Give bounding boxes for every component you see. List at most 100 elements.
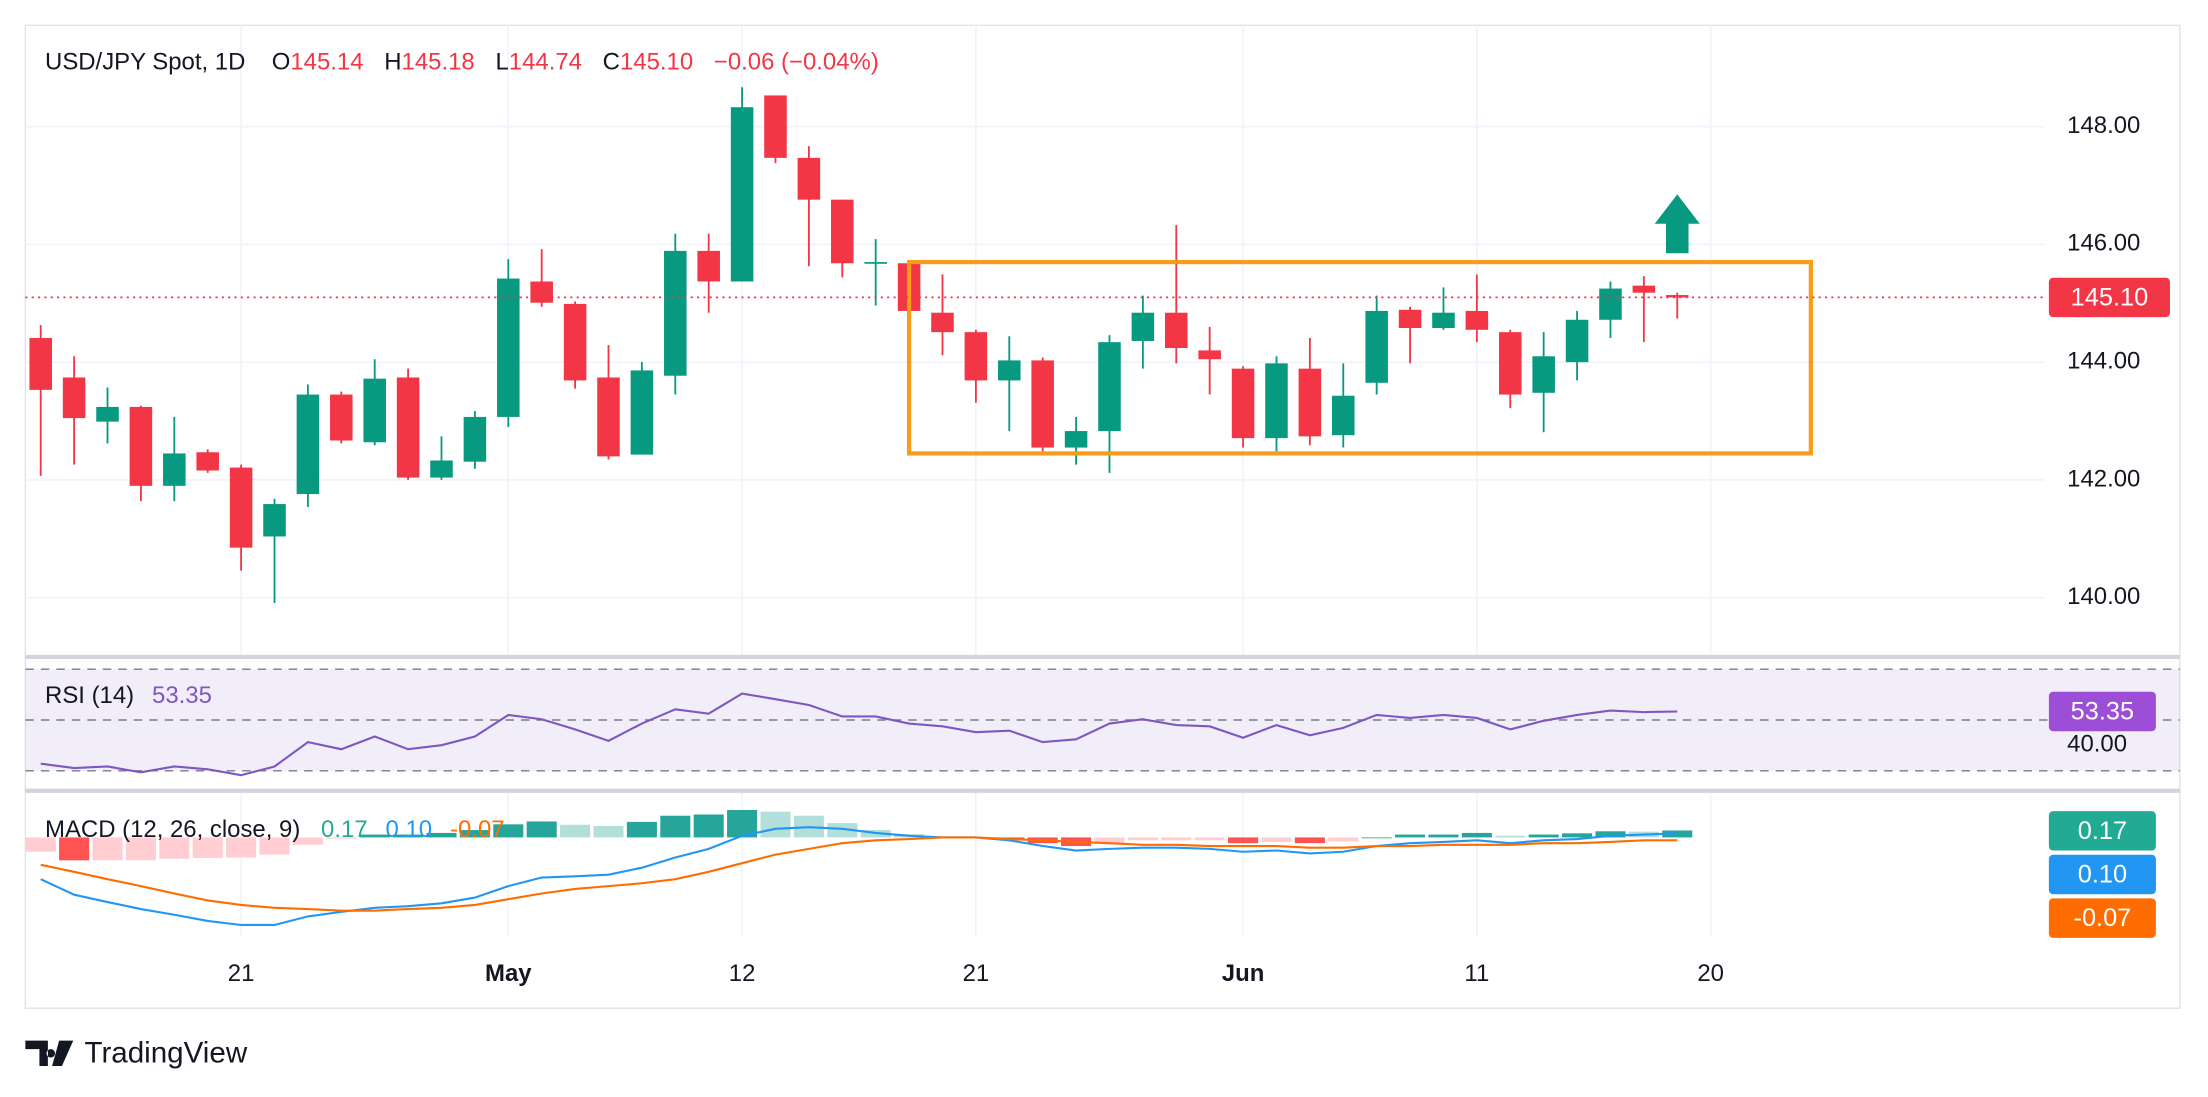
chart-frame (24, 24, 2181, 1009)
x-tick-label: 11 (1464, 960, 1489, 987)
candle-body (1332, 395, 1355, 436)
symbol-title: USD/JPY Spot, 1D (45, 49, 245, 76)
candle-body (1432, 312, 1455, 329)
macd-histogram-bar (1228, 837, 1259, 844)
candle-body (864, 262, 887, 264)
candle-body (563, 303, 587, 381)
candle-body (196, 452, 219, 471)
macd-histogram-bar (560, 824, 591, 838)
macd-histogram-bar (1562, 833, 1593, 838)
ohlc-value: 145.10 (620, 49, 693, 76)
candle-body (964, 332, 988, 381)
macd-histogram-bar (1428, 834, 1459, 838)
macd-legend: MACD (12, 26, close, 9) 0.17 0.10 -0.07 (45, 816, 505, 843)
last-price-badge (2048, 277, 2170, 318)
macd-histogram-bar (1328, 837, 1359, 842)
macd-histogram-bar (1094, 837, 1125, 844)
ohlc-key: C (603, 49, 620, 76)
macd-histogram-bar (1495, 835, 1526, 838)
macd-histogram-bar (626, 821, 657, 838)
macd-histogram-bar (459, 830, 490, 838)
macd-histogram-bar (125, 837, 156, 861)
candle-body (1499, 332, 1522, 395)
candle-body (1599, 288, 1622, 320)
macd-histogram-bar (526, 821, 557, 838)
y-tick-label: 40.00 (2067, 731, 2127, 758)
candle-body (1298, 368, 1322, 437)
candle-body (697, 250, 720, 282)
macd-histogram-bar (259, 837, 290, 855)
grid-layer (24, 24, 2181, 1009)
candle-body (1365, 310, 1388, 383)
macd-badge-label: -0.07 (2074, 904, 2132, 932)
y-tick-label: 140.00 (2067, 583, 2140, 610)
y-tick-label: 144.00 (2067, 348, 2140, 375)
macd-histogram-bar (1194, 837, 1225, 841)
candle-body (730, 107, 754, 282)
macd-histogram-bar (393, 834, 424, 838)
x-tick-label: 21 (963, 960, 990, 987)
brand: TradingView (25, 1037, 248, 1070)
y-tick-label: 146.00 (2067, 230, 2140, 257)
change-value: −0.06 (−0.04%) (714, 49, 879, 76)
candle-body (1665, 295, 1689, 298)
candle-body (1131, 312, 1155, 341)
macd-histogram-bar (1294, 837, 1325, 844)
candle-body (1231, 368, 1255, 439)
macd-histogram-bar (1361, 837, 1392, 839)
y-tick-label: 142.00 (2067, 465, 2140, 492)
macd-badge (2048, 854, 2156, 895)
candle-body (1565, 319, 1589, 363)
rsi-legend: RSI (14) 53.35 (45, 682, 212, 709)
candle-body (129, 406, 153, 486)
rsi-badge (2048, 691, 2156, 732)
macd-histogram-bar (660, 815, 691, 838)
macd-histogram-bar (159, 837, 190, 859)
candle-body (296, 394, 320, 495)
macd-hist-value: 0.17 (321, 816, 368, 843)
candle-body (831, 199, 854, 264)
macd-histogram-bar (1261, 837, 1292, 842)
ohlc-key: H (384, 49, 401, 76)
macd-histogram-bar (426, 832, 457, 838)
candle-body (1031, 360, 1054, 448)
macd-badge-label: 0.17 (2078, 817, 2127, 845)
candle-body (96, 406, 119, 422)
macd-histogram-bar (1595, 831, 1626, 838)
macd-histogram-bar (593, 825, 624, 838)
marks-layer (25, 87, 2170, 938)
macd-histogram-bar (59, 837, 90, 861)
macd-histogram-bar (1127, 837, 1158, 841)
candle-body (363, 378, 386, 443)
candle-body (163, 453, 186, 486)
macd-badge (2048, 811, 2156, 851)
macd-histogram-bar (1395, 834, 1426, 838)
rsi-title: RSI (14) (45, 682, 134, 709)
candle-body (1265, 363, 1288, 439)
ohlc-value: 144.74 (509, 49, 582, 76)
candle-body (330, 394, 353, 441)
brand-logo (25, 1040, 74, 1066)
macd-histogram-bar (326, 837, 357, 839)
candle-body (1632, 285, 1656, 293)
candle-body (1198, 350, 1221, 360)
candle-body (396, 377, 420, 478)
candle-body (229, 467, 253, 548)
macd-histogram-bar (1161, 837, 1192, 841)
macd-histogram-bar (1461, 832, 1492, 838)
macd-histogram-bar (25, 837, 56, 852)
candle-body (998, 360, 1021, 381)
macd-histogram-bar (827, 823, 858, 838)
ohlc-value: 145.14 (290, 49, 363, 76)
x-tick-label: Jun (1222, 960, 1265, 987)
candle-body (530, 281, 553, 303)
macd-histogram-bar (359, 834, 390, 838)
candle-body (1064, 431, 1088, 448)
macd-signal-value: -0.07 (450, 816, 505, 843)
candle-body (1098, 342, 1121, 432)
candle-body (764, 95, 787, 158)
last-price-label: 145.10 (2071, 283, 2148, 311)
macd-histogram-bar (760, 811, 791, 838)
